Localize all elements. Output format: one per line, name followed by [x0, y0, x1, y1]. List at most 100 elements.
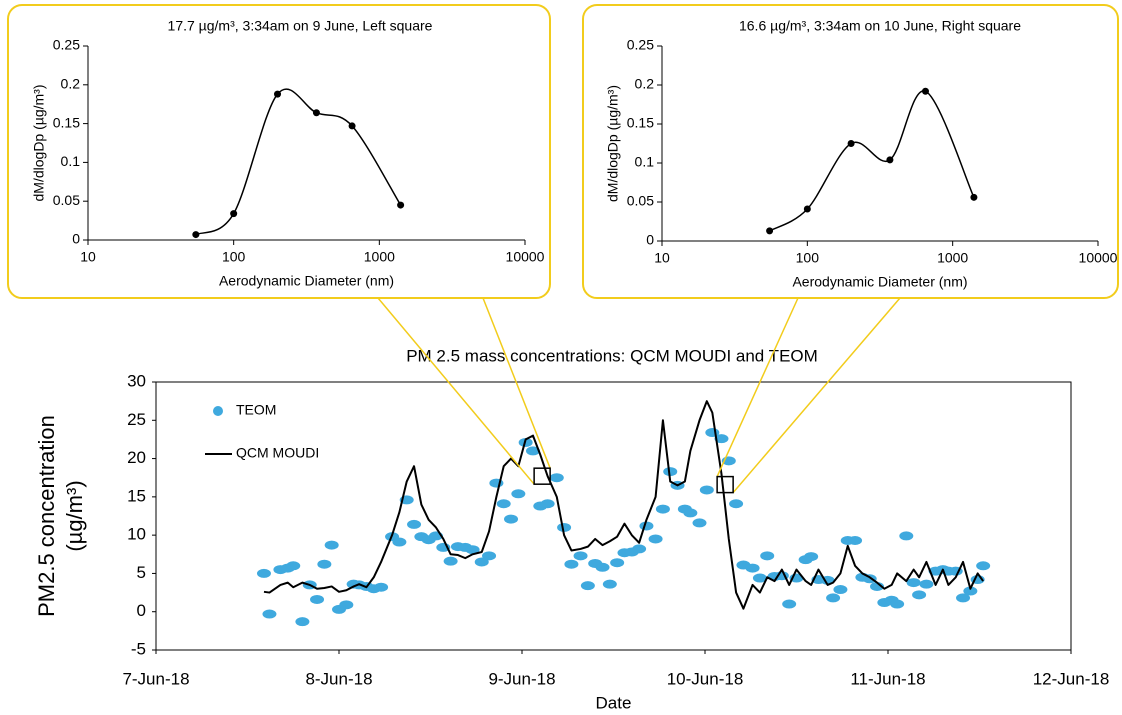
y-axis-label: dM/dlogDp (µg/m³) [605, 85, 621, 202]
teom-point [870, 581, 885, 591]
teom-point [848, 536, 863, 546]
teom-point [374, 582, 389, 592]
teom-point [602, 579, 617, 589]
y-tick-label: 0 [72, 231, 80, 247]
x-tick-label: 10 [80, 249, 96, 265]
teom-point [804, 552, 819, 562]
inset-title: 17.7 µg/m³, 3:34am on 9 June, Left squar… [168, 18, 433, 34]
y-tick-label: 0.05 [53, 192, 80, 208]
teom-point [760, 551, 775, 561]
point [348, 122, 356, 130]
teom-point [899, 531, 914, 541]
teom-point [729, 499, 744, 509]
teom-point [407, 519, 422, 529]
y-tick-label: 25 [127, 410, 146, 429]
teom-point [580, 581, 595, 591]
x-tick-label: 10000 [1079, 250, 1118, 266]
y-tick-label: 0.1 [635, 154, 655, 170]
y-tick-label: 0.25 [53, 37, 80, 53]
callout-connector [732, 297, 901, 494]
teom-point [782, 599, 797, 609]
y-tick-label: 0.15 [53, 114, 80, 130]
teom-point [465, 545, 480, 555]
teom-point [890, 599, 905, 609]
inset-chart: 16.6 µg/m³, 3:34am on 10 June, Right squ… [582, 4, 1119, 299]
point [192, 231, 200, 239]
teom-point [663, 467, 678, 477]
point [803, 205, 811, 213]
teom-point [295, 617, 310, 627]
line [263, 400, 984, 610]
y-tick-label: 10 [127, 525, 146, 544]
legend-label: TEOM [236, 402, 276, 418]
y-tick-label: 0 [137, 601, 146, 620]
highlight-square [716, 475, 734, 494]
point [766, 227, 774, 235]
y-tick-label: 15 [127, 486, 146, 505]
legend-label: QCM MOUDI [236, 445, 319, 461]
inset-title: 16.6 µg/m³, 3:34am on 10 June, Right squ… [739, 18, 1021, 34]
x-tick-label: 100 [222, 249, 246, 265]
x-tick-label: 1000 [937, 250, 968, 266]
y-tick-label: -5 [131, 639, 146, 658]
teom-point [392, 537, 407, 547]
y-tick-label: 0.15 [627, 115, 654, 131]
main-chart: PM 2.5 mass concentrations: QCM MOUDI an… [34, 346, 1109, 712]
teom-point [310, 594, 325, 604]
x-tick-label: 100 [796, 250, 820, 266]
teom-point [564, 559, 579, 569]
teom-point [443, 556, 458, 566]
x-tick-label: 9-Jun-18 [488, 669, 555, 688]
x-axis-label: Aerodynamic Diameter (nm) [219, 273, 394, 289]
teom-point [833, 585, 848, 595]
teom-point [262, 609, 277, 619]
y-tick-label: 0.05 [627, 193, 654, 209]
callout-connector [377, 297, 535, 485]
callout-connector [482, 297, 551, 469]
teom-point [963, 586, 978, 596]
teom-point [745, 563, 760, 573]
highlight-square [533, 467, 551, 485]
teom-point [496, 499, 511, 509]
teom-point [540, 499, 555, 509]
point [886, 156, 894, 164]
teom-point [610, 558, 625, 568]
teom-point [286, 561, 301, 571]
y-tick-label: 0 [646, 232, 654, 248]
point [970, 193, 978, 201]
x-tick-label: 8-Jun-18 [305, 669, 372, 688]
y-tick-label: 0.2 [61, 76, 81, 92]
x-tick-label: 10 [654, 250, 670, 266]
point [230, 210, 238, 218]
inset-chart: 17.7 µg/m³, 3:34am on 9 June, Left squar… [7, 4, 551, 299]
y-tick-label: 0.1 [61, 153, 81, 169]
point [847, 140, 855, 147]
point [921, 87, 929, 95]
callout-box [582, 4, 1119, 299]
teom-point [504, 514, 519, 524]
x-tick-label: 10-Jun-18 [667, 669, 744, 688]
teom-point [699, 485, 714, 495]
plot-frame [155, 381, 1072, 651]
teom-point [511, 489, 526, 499]
teom-point [573, 551, 588, 561]
callout-connector [716, 297, 799, 477]
x-tick-label: 7-Jun-18 [122, 669, 189, 688]
point [274, 90, 282, 98]
y-axis-label: dM/dlogDp (µg/m³) [31, 85, 47, 202]
x-axis-label: Aerodynamic Diameter (nm) [792, 274, 967, 290]
teom-point [648, 534, 663, 544]
teom-point [482, 551, 497, 561]
teom-point [826, 593, 841, 603]
teom-point [752, 573, 767, 583]
teom-point [339, 600, 354, 610]
y-tick-label: 5 [137, 563, 146, 582]
teom-point [683, 508, 698, 518]
teom-point [976, 561, 991, 571]
point [312, 109, 320, 117]
y-axis-label: PM2.5 concentration [34, 415, 59, 617]
y-tick-label: 20 [127, 448, 146, 467]
x-tick-label: 11-Jun-18 [850, 669, 925, 688]
chart-title: PM 2.5 mass concentrations: QCM MOUDI an… [406, 346, 818, 365]
teom-point [956, 593, 971, 603]
